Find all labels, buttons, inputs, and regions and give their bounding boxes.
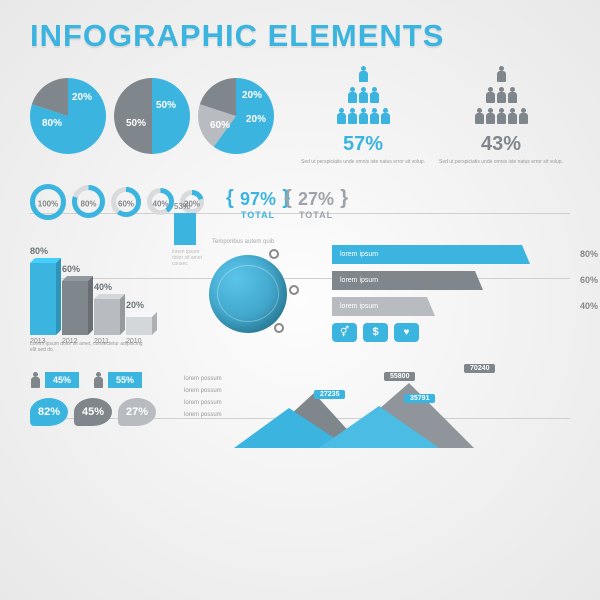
mtn-label-0: lorem possum bbox=[184, 376, 222, 382]
mtn-label-1: lorem possum bbox=[184, 388, 222, 394]
globe-sub: lorem ipsum dolor sit amet consec bbox=[172, 249, 208, 267]
mountain-chart: lorem possum lorem possum lorem possum lore… bbox=[184, 372, 570, 452]
heart-bubble-icon: ♥ bbox=[394, 323, 419, 342]
teardrop-1: 45% bbox=[74, 398, 112, 426]
donut-3: 40% bbox=[147, 188, 174, 220]
people-group-2: 43% Sed ut perspiciatis unde omnis iste … bbox=[432, 66, 570, 166]
total-2: { 27% TOTAL } bbox=[292, 185, 340, 224]
globe-pin bbox=[274, 323, 284, 333]
middle-row: 80%201360%201240%201120%2010 Lorem ipsum… bbox=[0, 245, 600, 354]
female-icon bbox=[94, 372, 103, 388]
hbar-0: lorem ipsum80% bbox=[332, 245, 570, 264]
mtn-value-1: 70240 bbox=[464, 364, 495, 373]
mtn-value-0: 55800 bbox=[384, 372, 415, 381]
total-num-1: 97% bbox=[240, 189, 276, 210]
donut-0: 100% bbox=[30, 184, 66, 225]
bubble-icons: ⚥ $ ♥ bbox=[332, 323, 570, 342]
bar3d-0: 80%2013 bbox=[30, 263, 56, 335]
total-word-2: TOTAL bbox=[298, 210, 334, 220]
dollar-bubble-icon: $ bbox=[363, 323, 388, 342]
donut-row: 100%80%60%40%20% { 97% TOTAL } { 27% TOT… bbox=[0, 184, 600, 225]
male-icon bbox=[31, 372, 40, 388]
pie-chart-2: 60%20%20% bbox=[198, 78, 274, 154]
mtn-label-2: lorem possum bbox=[184, 400, 222, 406]
bottom-row: 45% 55% 82%45%27% lorem possumlorem poss… bbox=[0, 372, 600, 452]
mountain-svg bbox=[234, 378, 514, 453]
hbars-chart: lorem ipsum80% lorem ipsum60% lorem ipsum4… bbox=[332, 245, 570, 342]
globe-title: Temporibus autem quib bbox=[212, 239, 274, 245]
people-group-1: 57% Sed ut perspiciatis unde omnis iste … bbox=[294, 66, 432, 166]
bar3d-1: 60%2012 bbox=[62, 281, 88, 335]
totals: { 97% TOTAL } { 27% TOTAL } bbox=[234, 185, 340, 224]
main-title: INFOGRAPHIC ELEMENTS bbox=[0, 0, 600, 54]
male-pct: 45% bbox=[45, 372, 79, 388]
teardrop-0: 82% bbox=[30, 398, 68, 426]
bar3d-3: 20%2010 bbox=[126, 317, 152, 335]
bars3d-chart: 80%201360%201240%201120%2010 Lorem ipsum… bbox=[30, 245, 152, 354]
donut-2: 60% bbox=[111, 187, 141, 222]
globe-pin bbox=[269, 249, 279, 259]
people-caption-2: Sed ut perspiciatis unde omnis iste natu… bbox=[432, 159, 570, 166]
people-caption-1: Sed ut perspiciatis unde omnis iste natu… bbox=[294, 159, 432, 166]
bar3d-2: 40%2011 bbox=[94, 299, 120, 335]
mtn-value-3: 35791 bbox=[404, 394, 435, 403]
teardrop-row: 82%45%27% bbox=[30, 398, 156, 426]
pie-row: 80%20%50%50%60%20%20% 57% Sed ut perspic… bbox=[0, 66, 600, 166]
globe-minibar: 53% bbox=[174, 213, 196, 245]
globe-icon bbox=[209, 255, 287, 333]
gender-female: 55% bbox=[93, 372, 142, 388]
female-pct: 55% bbox=[108, 372, 142, 388]
pie-chart-1: 50%50% bbox=[114, 78, 190, 154]
people-pct-1: 57% bbox=[294, 133, 432, 156]
people-bubble-icon: ⚥ bbox=[332, 323, 357, 342]
total-word-1: TOTAL bbox=[240, 210, 276, 220]
mtn-value-2: 27235 bbox=[314, 390, 345, 399]
total-1: { 97% TOTAL } bbox=[234, 185, 282, 224]
hbar-2: lorem ipsum40% bbox=[332, 297, 570, 316]
gender-male: 45% bbox=[30, 372, 79, 388]
globe-pin bbox=[289, 285, 299, 295]
total-num-2: 27% bbox=[298, 189, 334, 210]
mtn-label-3: lorem possum bbox=[184, 412, 222, 418]
people-pct-2: 43% bbox=[432, 133, 570, 156]
donut-1: 80% bbox=[72, 185, 105, 223]
minibar-label: 53% bbox=[174, 202, 190, 211]
hbar-1: lorem ipsum60% bbox=[332, 271, 570, 290]
pie-chart-0: 80%20% bbox=[30, 78, 106, 154]
teardrop-2: 27% bbox=[118, 398, 156, 426]
